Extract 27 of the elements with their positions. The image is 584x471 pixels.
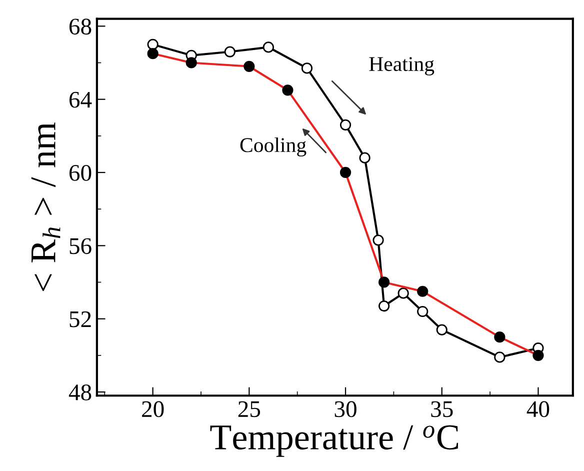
x-tick-label: 40 (526, 401, 550, 418)
point (359, 152, 370, 164)
annotation: Heating (369, 57, 434, 76)
point (398, 288, 409, 299)
y-tick-label: 60 (69, 164, 92, 181)
point (262, 42, 274, 53)
point (301, 62, 313, 74)
y-tick-label: 64 (69, 92, 92, 108)
point (378, 300, 390, 312)
point (436, 324, 448, 336)
point (494, 352, 506, 363)
y-tick-label: 48 (68, 384, 92, 400)
point (147, 38, 158, 50)
x-tick-label: 35 (431, 401, 453, 418)
point (224, 46, 236, 58)
point (372, 234, 384, 246)
x-tick-label: 25 (238, 401, 260, 418)
y-tick-label: 56 (70, 238, 92, 254)
y-tick-label: 52 (70, 311, 91, 328)
x-axis-title: Temperature / $^{o}$C (210, 425, 458, 457)
annotation: Cooling (240, 137, 306, 156)
point (340, 119, 352, 130)
point (417, 306, 428, 318)
y-axis-title: < R$_{h}$ > / nm (31, 122, 60, 292)
x-tick-label: 20 (142, 401, 164, 418)
x-tick-label: 30 (334, 401, 356, 418)
y-tick-label: 68 (69, 18, 92, 35)
